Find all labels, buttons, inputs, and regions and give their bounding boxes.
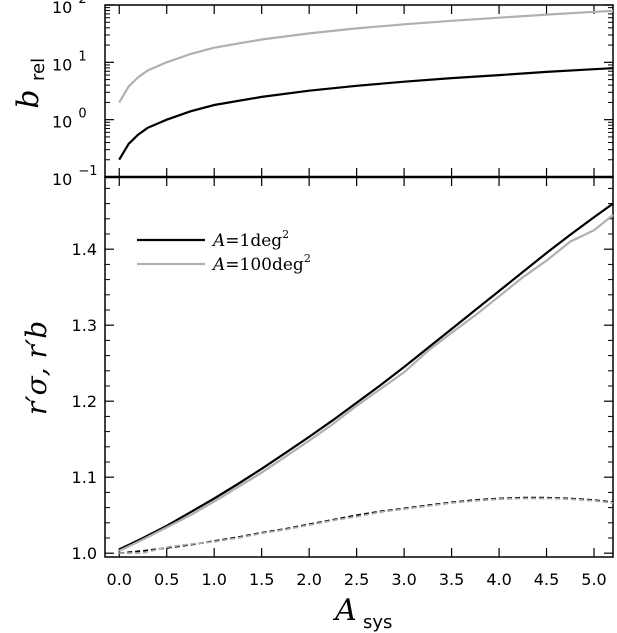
xlabel-main: A xyxy=(332,593,357,628)
legend-label-2-exp: 2 xyxy=(304,252,311,265)
legend-label-1-prefix: A xyxy=(211,231,225,251)
top-ytick-exp: 2 xyxy=(78,0,86,7)
bottom-series-line-1 xyxy=(118,202,614,551)
top-ytick-base: 10 xyxy=(52,55,72,74)
bottom-ylabel: r′σ, r′b xyxy=(20,321,53,415)
top-ylabel-sub: rel xyxy=(28,58,49,81)
top-ytick-base: 10 xyxy=(52,170,72,189)
top-ytick-label: 10 0 xyxy=(52,107,87,132)
top-ytick-base: 10 xyxy=(52,113,72,132)
top-panel-frame xyxy=(104,4,614,178)
xtick-label: 0.0 xyxy=(107,570,132,589)
top-ytick-exp: 1 xyxy=(78,49,86,64)
xtick-label: 3.5 xyxy=(439,570,464,589)
bottom-series-line-3 xyxy=(119,496,614,555)
xlabel-sub: sys xyxy=(363,612,392,633)
xtick-label: 4.0 xyxy=(486,570,511,589)
top-ytick-label: 10 1 xyxy=(52,49,87,74)
top-series-group xyxy=(118,9,614,161)
bottom-ytick-label: 1.2 xyxy=(72,392,97,411)
top-ytick-exp: 0 xyxy=(78,107,86,122)
bottom-series-group xyxy=(118,202,614,555)
legend-label-1-exp: 2 xyxy=(282,228,289,241)
bottom-ytick-label: 1.4 xyxy=(72,240,97,259)
bottom-panel-frame xyxy=(104,176,614,558)
legend: A=1deg2 A=100deg2 xyxy=(137,228,311,275)
top-axis-ticks: 10 −1 10 0 10 1 10 2 xyxy=(52,0,613,189)
bottom-ytick-label: 1.1 xyxy=(72,468,97,487)
legend-label-2-text: =100deg xyxy=(225,255,304,275)
xtick-label: 1.0 xyxy=(201,570,226,589)
xtick-label: 3.0 xyxy=(391,570,416,589)
top-series-line-1 xyxy=(118,67,614,161)
bottom-axis-ticks: 0.0 0.5 1.0 1.5 2.0 2.5 3.0 3.5 4.0 4.5 5.0 1.0 1.1 1… xyxy=(72,177,613,589)
xlabel: A sys xyxy=(332,593,392,633)
legend-label-1-text: =1deg xyxy=(225,231,282,251)
top-ytick-label: 10 −1 xyxy=(52,164,98,189)
bottom-series-line-4 xyxy=(119,497,614,555)
top-ytick-exp: −1 xyxy=(78,164,97,179)
xtick-label: 4.5 xyxy=(534,570,559,589)
bottom-ytick-label: 1.3 xyxy=(72,316,97,335)
top-ytick-base: 10 xyxy=(52,0,72,17)
top-ytick-label: 10 2 xyxy=(52,0,87,17)
bottom-ytick-label: 1.0 xyxy=(72,544,97,563)
legend-label-1: A=1deg2 xyxy=(211,228,289,251)
bottom-series-line-2 xyxy=(118,214,614,552)
xtick-label: 2.5 xyxy=(344,570,369,589)
legend-label-2: A=100deg2 xyxy=(211,252,311,275)
top-ylabel-main: b xyxy=(11,89,46,108)
top-ylabel: b rel xyxy=(11,58,49,109)
xtick-label: 2.0 xyxy=(296,570,321,589)
bottom-ylabel-text: r′σ, r′b xyxy=(20,321,53,415)
xtick-label: 5.0 xyxy=(581,570,606,589)
xtick-label: 0.5 xyxy=(154,570,179,589)
xtick-label: 1.5 xyxy=(249,570,274,589)
top-series-line-2 xyxy=(118,9,614,103)
legend-label-2-prefix: A xyxy=(211,255,225,275)
